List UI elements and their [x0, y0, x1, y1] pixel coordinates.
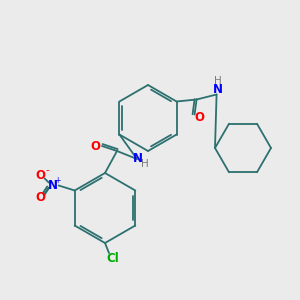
Text: +: + [55, 176, 61, 185]
Text: Cl: Cl [106, 253, 119, 266]
Text: N: N [48, 179, 58, 192]
Text: O: O [36, 169, 46, 182]
Text: H: H [214, 76, 221, 86]
Text: O: O [36, 191, 46, 204]
Text: N: N [213, 83, 223, 96]
Text: O: O [195, 111, 205, 124]
Text: -: - [46, 166, 50, 176]
Text: N: N [133, 152, 143, 164]
Text: O: O [90, 140, 100, 152]
Text: H: H [141, 159, 149, 169]
